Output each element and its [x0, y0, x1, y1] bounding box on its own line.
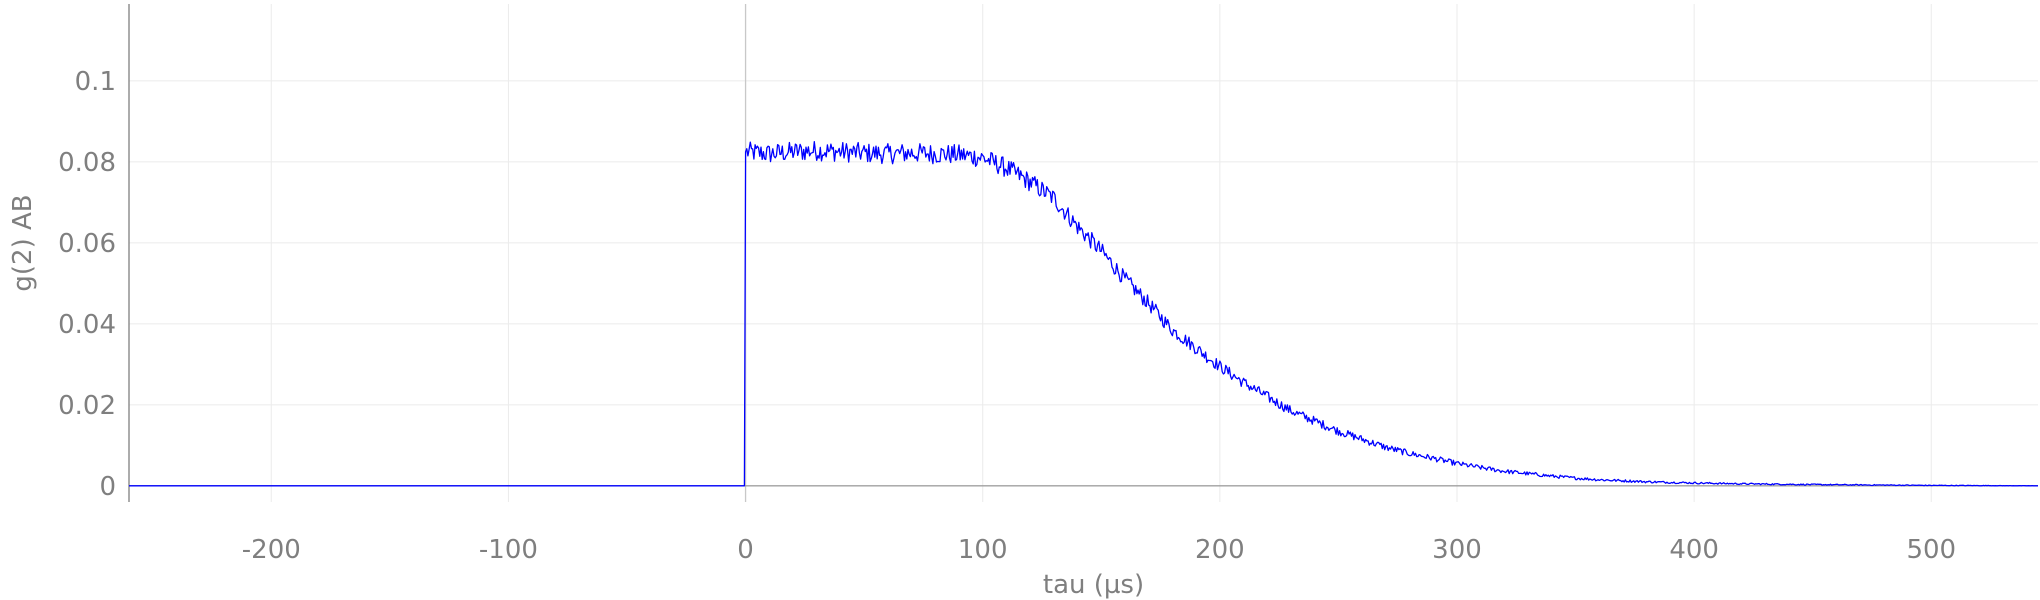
x-tick-label: -200 [242, 535, 301, 565]
grid [129, 4, 2038, 502]
y-tick-label: 0.04 [58, 310, 116, 340]
x-axis-title: tau (µs) [1043, 570, 1144, 600]
x-tick-label: 100 [958, 535, 1008, 565]
y-tick-label: 0.06 [58, 229, 116, 259]
y-axis-title: g(2) AB [8, 194, 38, 291]
y-tick-label: 0.1 [75, 67, 116, 97]
axes [128, 4, 2038, 502]
x-tick-label: 300 [1432, 535, 1482, 565]
x-tick-label: -100 [479, 535, 538, 565]
x-tick-label: 400 [1669, 535, 1719, 565]
y-tick-label: 0.02 [58, 391, 116, 421]
series-line [129, 141, 2038, 487]
x-tick-label: 500 [1906, 535, 1956, 565]
series-layer [129, 141, 2038, 487]
x-tick-label: 200 [1195, 535, 1245, 565]
x-tick-label: 0 [737, 535, 754, 565]
y-tick-label: 0 [99, 472, 116, 502]
tick-labels: -200 -100 0 100 200 300 400 500 0 0.02 0.04 0.06 0.0… [58, 67, 1956, 565]
y-tick-label: 0.08 [58, 148, 116, 178]
